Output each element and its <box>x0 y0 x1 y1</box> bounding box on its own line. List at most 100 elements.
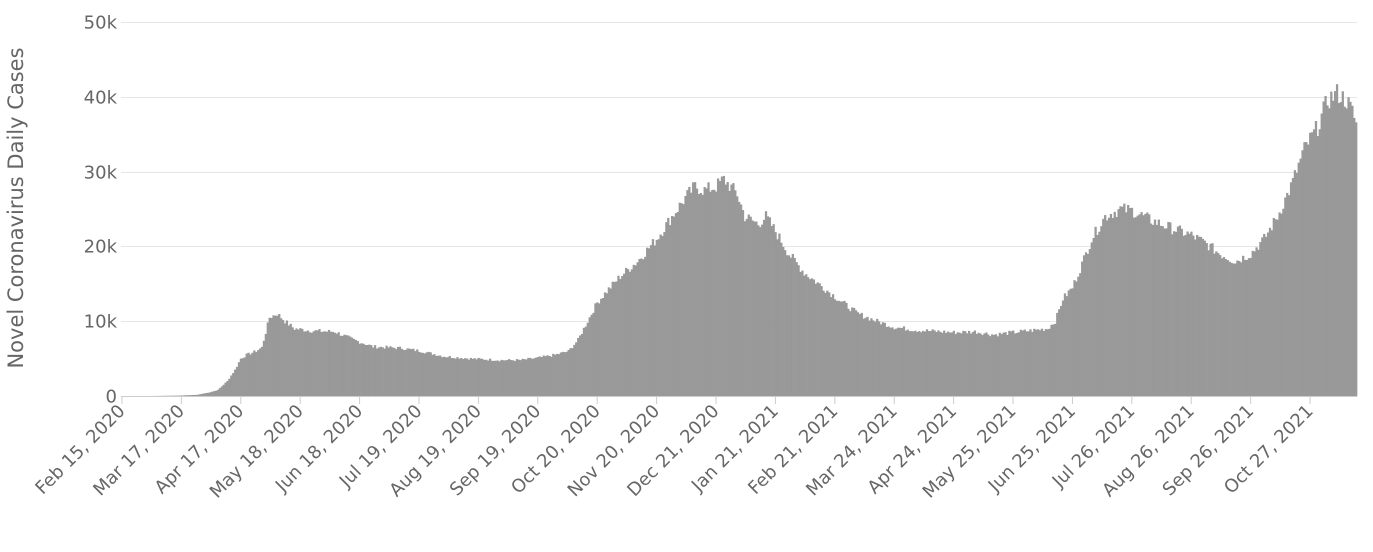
bar <box>435 355 438 396</box>
bar <box>550 356 553 396</box>
bar <box>768 217 771 396</box>
bar <box>1092 238 1095 396</box>
bar <box>1123 203 1126 396</box>
y-tick-label: 20k <box>84 237 118 258</box>
bar <box>845 302 848 396</box>
y-axis-ticks: 0 10k 20k 30k 40k 50k <box>84 13 118 408</box>
bar <box>1297 162 1300 396</box>
bar <box>897 327 900 396</box>
bar <box>628 271 632 396</box>
bar <box>665 222 668 396</box>
bar <box>310 332 313 396</box>
bar <box>960 333 963 396</box>
bar <box>559 352 563 396</box>
bar <box>1211 243 1214 396</box>
bar <box>977 332 980 396</box>
bar <box>211 391 214 396</box>
bar <box>337 332 340 396</box>
bar <box>874 321 877 396</box>
bar <box>1265 236 1268 396</box>
bar <box>469 357 473 396</box>
bar <box>477 357 480 396</box>
bar <box>1284 197 1287 396</box>
bar <box>876 318 879 396</box>
bar <box>1197 236 1201 396</box>
bar <box>1355 122 1358 397</box>
bar <box>214 390 218 396</box>
bar <box>1205 243 1208 396</box>
bar <box>609 288 612 396</box>
bar <box>450 357 453 396</box>
bar <box>243 357 246 396</box>
bar <box>517 359 520 396</box>
bar <box>766 216 770 396</box>
bar <box>368 344 371 396</box>
bar <box>1090 242 1093 396</box>
bar <box>479 358 482 396</box>
bar <box>257 350 260 396</box>
bar <box>1142 215 1145 396</box>
bar <box>556 353 559 396</box>
bar <box>329 331 333 396</box>
bar <box>1169 222 1172 396</box>
bar <box>603 292 607 396</box>
bar <box>412 348 415 396</box>
bar <box>1084 252 1088 396</box>
bar <box>1324 95 1327 396</box>
bar <box>425 352 428 396</box>
bar <box>1008 330 1011 396</box>
bar <box>580 333 584 396</box>
bar <box>304 331 308 396</box>
bar <box>1173 231 1176 396</box>
bar <box>908 331 911 396</box>
bar <box>782 246 785 396</box>
bar <box>601 297 605 396</box>
bar <box>375 348 379 396</box>
bar <box>216 389 220 396</box>
bar <box>872 320 875 396</box>
bar <box>515 359 519 396</box>
bar <box>490 360 494 396</box>
bar <box>749 216 752 396</box>
bar <box>941 332 944 396</box>
bar <box>1010 331 1013 396</box>
bar <box>899 327 902 396</box>
bar <box>1335 84 1339 397</box>
bar <box>966 333 969 396</box>
bar <box>1134 217 1137 396</box>
bar <box>891 327 894 396</box>
bar <box>1038 330 1042 396</box>
bar <box>1196 234 1199 396</box>
bar <box>854 310 858 396</box>
bar <box>180 395 183 396</box>
bar <box>1316 136 1320 397</box>
bar <box>299 328 302 396</box>
bar <box>996 336 1000 396</box>
bar <box>1243 259 1247 396</box>
bar <box>1312 129 1316 396</box>
bar <box>1245 259 1249 396</box>
bar <box>429 352 432 396</box>
bar <box>1031 331 1034 396</box>
bar <box>372 347 375 396</box>
bar <box>464 358 467 396</box>
bar <box>935 332 938 396</box>
bar <box>347 335 350 396</box>
bar <box>287 325 290 396</box>
bar <box>711 189 714 396</box>
bar <box>611 281 614 396</box>
bar <box>1151 224 1155 396</box>
bar <box>510 360 513 396</box>
bar <box>592 312 595 396</box>
bar <box>682 204 685 396</box>
bar <box>667 217 670 396</box>
bar <box>1251 250 1254 396</box>
bar <box>1301 150 1304 396</box>
bar <box>1159 225 1162 396</box>
bar <box>1050 324 1053 396</box>
bar <box>989 336 992 396</box>
bar <box>657 239 660 396</box>
bar <box>1261 237 1264 396</box>
bar <box>1326 105 1329 396</box>
bar <box>822 290 825 396</box>
